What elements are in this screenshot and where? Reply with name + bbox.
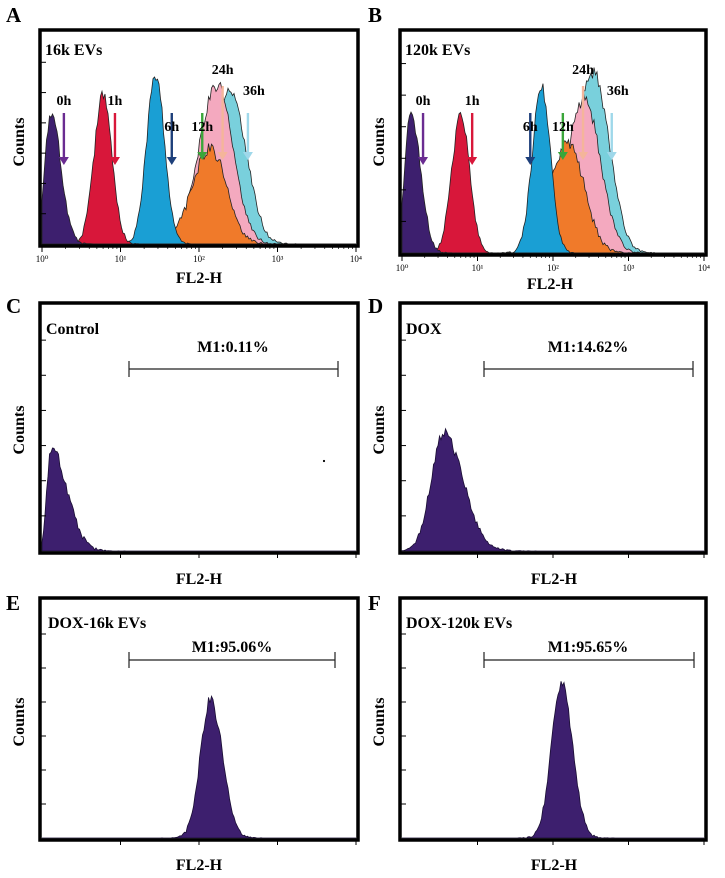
plot-d-xlabel: FL2-H [531,571,578,588]
plot-a-arrow-label-1h: 1h [108,94,123,109]
plot-c-histogram [41,447,356,552]
plot-e-marks [40,633,357,845]
panel-letter-c: C [6,294,21,318]
plot-c-title: Control [46,321,100,338]
plot-b-series-0h [401,111,704,254]
plot-a-arrowhead-36h [242,152,253,160]
plot-f-xlabel: FL2-H [531,857,578,874]
plot-a-arrow-label-0h: 0h [56,94,71,109]
plot-d-ylabel: Counts [371,406,388,455]
plot-a-arrow-label-12h: 12h [191,120,213,135]
plot-b-xlabel: FL2-H [527,276,574,293]
plot-a-arrow-label-36h: 36h [243,84,265,99]
plot-a-arrowhead-1h [109,157,120,165]
plot-e-ylabel: Counts [11,698,28,747]
panel-c: Control Counts FL2-H M1:0.11% [11,301,360,588]
plot-a-x-tick-label: 10³ [272,254,284,264]
plot-b-x-tick-label: 10¹ [472,263,484,273]
plot-a-marks: 10⁰ 10¹ 10² 10³ 10⁴ 0h 1h 6h 12h 24h 36h [36,61,362,264]
plot-b-arrow-label-0h: 0h [416,94,431,109]
plot-a-xlabel: FL2-H [176,270,223,287]
panel-letter-d: D [368,294,383,318]
plot-e-title: DOX-16k EVs [48,615,146,632]
plot-f-histogram [402,681,704,839]
plot-b-frame [398,28,708,257]
plot-b-arrow-label-1h: 1h [465,94,480,109]
plot-a-arrow-label-24h: 24h [212,63,234,78]
panel-letter-e: E [6,591,20,615]
plot-e-frame [38,596,360,842]
plot-b-arrow-label-24h: 24h [572,63,594,78]
plot-f-ylabel: Counts [371,698,388,747]
plot-d-title: DOX [406,321,442,338]
plot-b-x-tick-label: 10² [547,263,559,273]
plot-e-histogram [42,694,356,839]
panel-e: DOX-16k EVs Counts FL2-H M1:95.06% [11,596,360,874]
plot-a-x-tick-label: 10⁰ [36,254,49,264]
plot-b-x-tick-label: 10⁴ [698,263,710,273]
plot-c-marks [40,339,357,558]
plot-a-series-0h [41,113,356,245]
plot-c-xlabel: FL2-H [176,571,223,588]
plot-b-arrowhead-6h [525,157,536,165]
plot-d-marks [400,339,705,558]
plot-b-arrowhead-24h [578,152,589,160]
plot-b-marks: 10⁰ 10¹ 10² 10³ 10⁴ 0h 1h 6h 12h 24h 36h [396,63,710,273]
panel-a: 10⁰ 10¹ 10² 10³ 10⁴ 0h 1h 6h 12h 24h 36h 16k EVs C… [11,28,362,287]
plot-b-arrow-label-6h: 6h [523,120,538,135]
plot-a-arrowhead-0h [58,157,69,165]
plot-f-gate-label: M1:95.65% [548,639,628,656]
plot-b-title: 120k EVs [405,42,470,59]
plot-b-arrowhead-0h [418,157,429,165]
plot-e-xlabel: FL2-H [176,857,223,874]
panel-letter-f: F [368,591,381,615]
panel-letter-b: B [368,3,382,27]
plot-d-frame [398,301,708,555]
plot-b-arrowhead-1h [467,157,478,165]
plot-a-x-tick-label: 10² [193,254,205,264]
plot-a-title: 16k EVs [45,42,102,59]
plot-a-arrow-label-6h: 6h [164,120,179,135]
plot-c-gate-label: M1:0.11% [197,339,269,356]
plot-a-ylabel: Counts [11,118,28,167]
panel-letter-a: A [6,3,22,27]
plot-c-ylabel: Counts [11,406,28,455]
plot-b-arrow-label-12h: 12h [552,120,574,135]
plot-a-arrowhead-12h [197,152,208,160]
plot-f-frame [398,596,708,842]
plot-b-arrowhead-36h [606,152,617,160]
plot-a-x-tick-label: 10¹ [115,254,127,264]
plot-b-x-tick-label: 10³ [623,263,635,273]
plot-b-arrow-label-36h: 36h [607,84,629,99]
plot-b-x-tick-label: 10⁰ [396,263,409,273]
panel-f: DOX-120k EVs Counts FL2-H M1:95.65% [371,596,708,874]
plot-a-frame [38,28,360,248]
plot-d-gate-label: M1:14.62% [548,339,628,356]
plot-d-histogram [401,427,704,552]
plot-a-arrowhead-24h [217,152,228,160]
plot-f-marks [400,633,705,845]
plot-f-title: DOX-120k EVs [406,615,512,632]
panel-d: DOX Counts FL2-H M1:14.62% [371,301,708,588]
plot-e-gate-label: M1:95.06% [192,639,272,656]
plot-b-ylabel: Counts [371,118,388,167]
plot-c-stray-dot [322,459,326,463]
plot-c-frame [38,301,360,555]
plot-a-x-tick-label: 10⁴ [350,254,362,264]
plot-a-arrowhead-6h [166,157,177,165]
plot-b-arrowhead-12h [557,152,568,160]
